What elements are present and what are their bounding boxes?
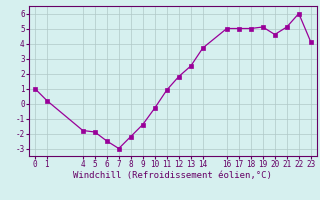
X-axis label: Windchill (Refroidissement éolien,°C): Windchill (Refroidissement éolien,°C) — [73, 171, 272, 180]
